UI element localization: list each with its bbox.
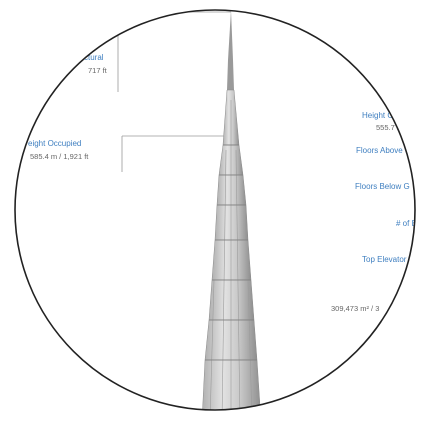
floors-above-label: Floors Above [356,146,403,155]
tower-setback-lines [205,144,257,361]
area-value: 309,473 m² / 3 [331,304,380,313]
spire-height-value: 717 ft [88,66,107,75]
spire-height-label: ctural [84,53,104,62]
floors-below-label: Floors Below G [355,182,410,191]
tower-spire [227,10,234,90]
elevators-label: # of Ele [396,219,424,228]
height-value-right: 555.7 m [376,123,404,132]
height-occupied-value: 585.4 m / 1,921 ft [30,152,89,161]
top-elevator-label: Top Elevator [362,255,407,264]
height-occupied-label: eight Occupied [28,139,82,148]
height-label-right: Height O [362,111,394,120]
tower-mullions [209,100,253,410]
